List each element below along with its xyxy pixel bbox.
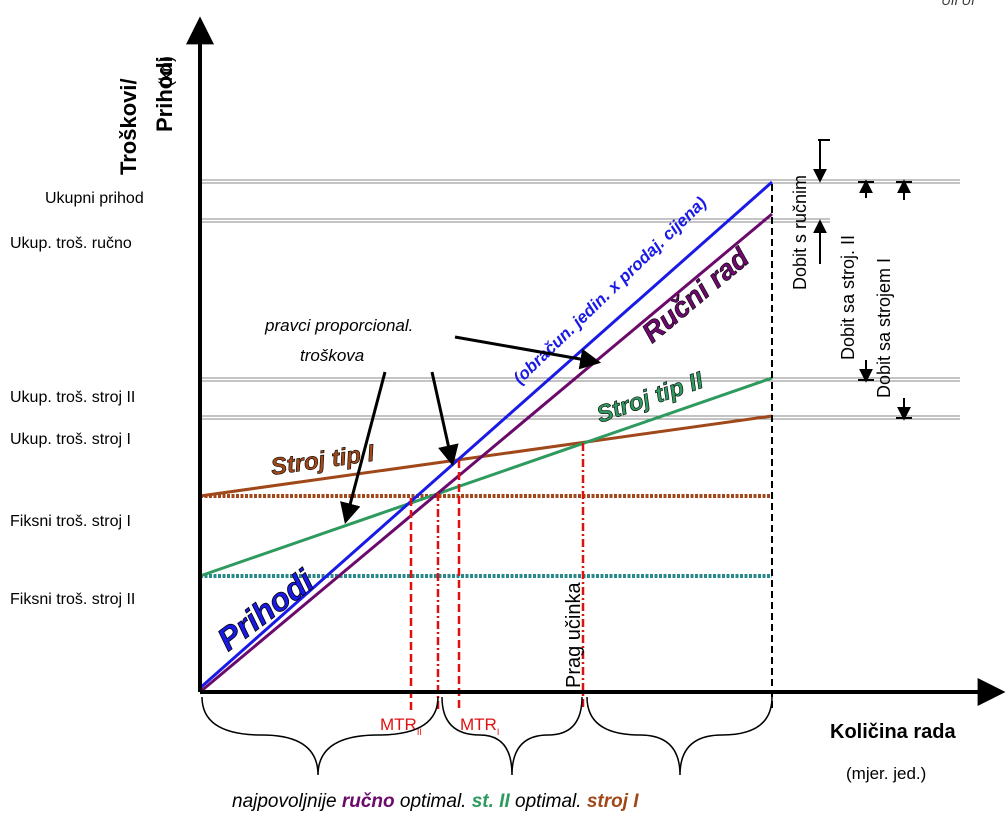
- label-ukup-tros-stroj-i: Ukup. troš. stroj I: [10, 431, 131, 448]
- x-axis-title: Količina rada: [830, 721, 956, 743]
- annotation-line2: troškova: [300, 346, 364, 365]
- label-ukup-tros-rucno: Ukup. troš. ručno: [10, 235, 132, 252]
- stroj-tip-ii-line: [199, 376, 773, 578]
- label-dobit-stroj-i: Dobit sa strojem I: [874, 258, 894, 398]
- annotation-line1: pravci proporcional.: [264, 316, 413, 335]
- rucni-rad-line: [199, 212, 773, 694]
- stroj-tip-i-line: [199, 414, 773, 498]
- label-ukupni-prihod: Ukupni prihod: [45, 190, 144, 207]
- annotation-arrows: [340, 335, 602, 525]
- label-fiksni-tros-stroj-i: Fiksni troš. stroj I: [10, 513, 131, 530]
- label-ukup-tros-stroj-ii: Ukup. troš. stroj II: [10, 389, 135, 406]
- label-mtr-i: MTRI: [460, 715, 499, 737]
- corner-fragment: UII UI: [941, 0, 975, 8]
- y-axis-title-2: Prihodi: [152, 56, 177, 132]
- y-title-line1: Troškovi/: [116, 78, 141, 175]
- y-axis-title: Troškovi/: [116, 78, 141, 175]
- y-title-line2: Prihodi: [152, 56, 177, 132]
- x-axis-unit: (mjer. jed.): [846, 764, 926, 783]
- range-braces: [201, 696, 773, 776]
- profit-markers: [813, 139, 912, 421]
- label-dobit-stroj-ii: Dobit sa stroj. II: [838, 235, 858, 360]
- prihodi-line: [199, 180, 773, 690]
- label-prag-ucinka: Prag učinka: [563, 582, 585, 688]
- bottom-label: najpovoljnije ručno optimal. st. II opti…: [232, 791, 639, 812]
- y-axis-unit-wrap: (kn): [156, 56, 176, 87]
- reference-lines: [200, 179, 960, 420]
- y-axis-unit: (kn): [156, 56, 176, 87]
- label-dobit-rucnim: Dobit s ručnim: [790, 175, 810, 290]
- label-mtr-ii: MTRII: [380, 715, 422, 737]
- label-fiksni-tros-stroj-ii: Fiksni troš. stroj II: [10, 591, 135, 608]
